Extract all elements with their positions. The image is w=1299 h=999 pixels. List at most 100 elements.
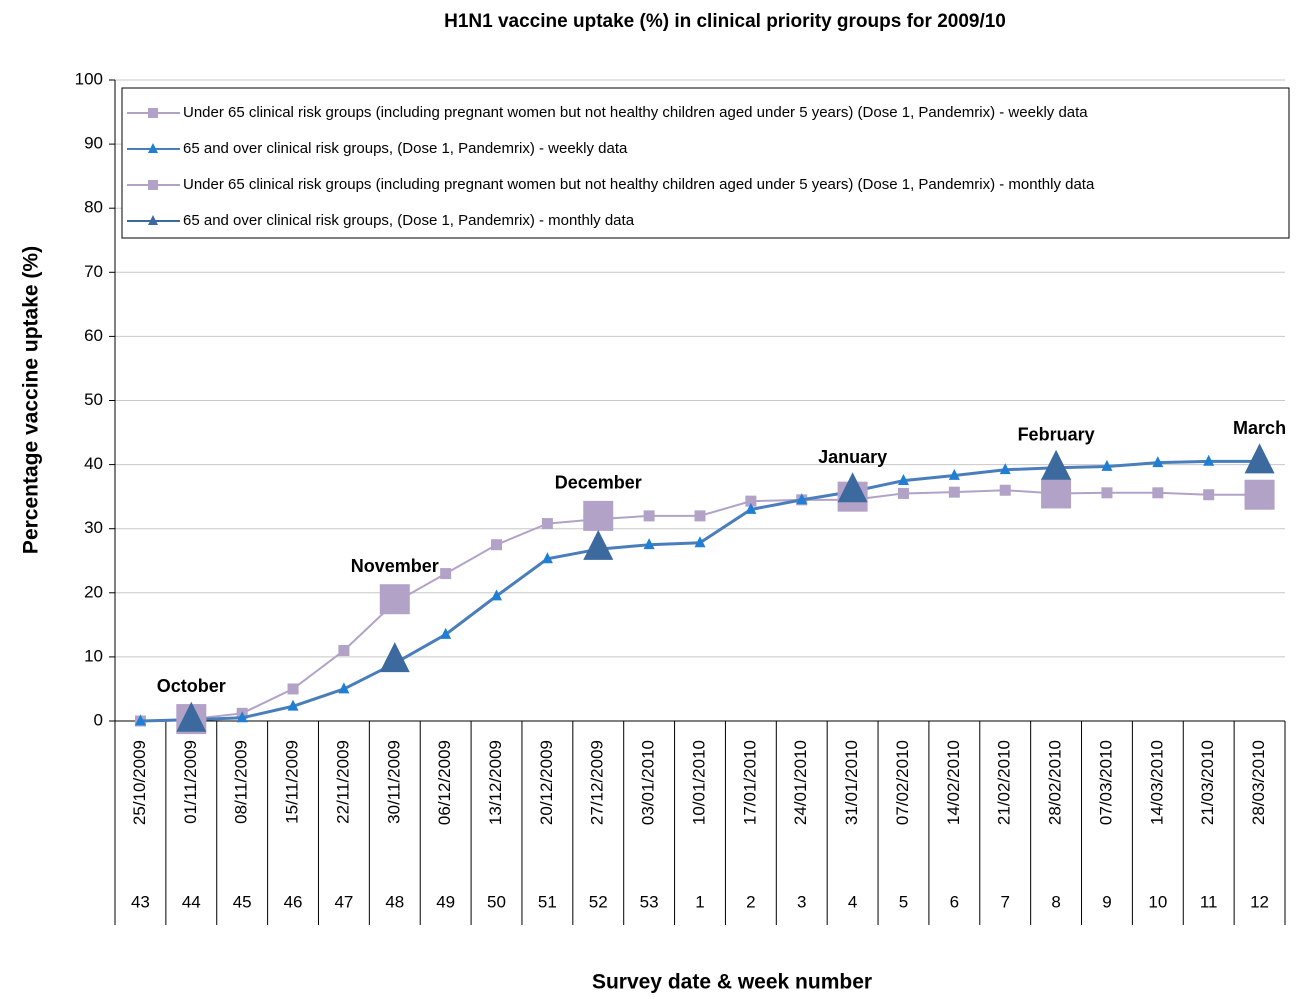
legend-label: 65 and over clinical risk groups, (Dose … (183, 140, 628, 157)
marker (440, 627, 452, 639)
marker (1152, 456, 1164, 468)
marker (1244, 443, 1275, 474)
marker (1203, 454, 1215, 466)
marker (1203, 489, 1215, 501)
x-tick-label: 06/12/2009 (435, 740, 454, 825)
marker (694, 536, 706, 548)
week-number: 1 (695, 892, 704, 911)
marker (379, 584, 410, 615)
marker (1244, 479, 1275, 510)
week-number: 43 (131, 892, 150, 911)
x-tick-label: 25/10/2009 (130, 740, 149, 825)
x-tick-label: 10/01/2010 (689, 740, 708, 825)
week-number: 51 (538, 892, 557, 911)
week-number: 7 (1000, 892, 1009, 911)
week-number: 50 (487, 892, 506, 911)
week-number: 2 (746, 892, 755, 911)
chart-title: H1N1 vaccine uptake (%) in clinical prio… (444, 11, 1006, 32)
x-tick-label: 07/03/2010 (1096, 740, 1115, 825)
marker (948, 486, 960, 498)
y-tick-label: 70 (84, 262, 103, 281)
week-number: 10 (1148, 892, 1167, 911)
marker (287, 683, 299, 695)
marker (694, 510, 706, 522)
marker (134, 714, 146, 726)
week-number: 5 (899, 892, 908, 911)
x-tick-label: 17/01/2010 (740, 740, 759, 825)
marker (236, 711, 248, 723)
marker (897, 487, 909, 499)
marker (338, 644, 350, 656)
marker (379, 642, 410, 673)
marker (583, 529, 614, 560)
week-number: 4 (848, 892, 857, 911)
x-tick-label: 13/12/2009 (486, 740, 505, 825)
month-label: October (157, 676, 226, 696)
series-line (140, 489, 1260, 722)
x-tick-label: 24/01/2010 (791, 740, 810, 825)
week-number: 11 (1200, 892, 1218, 911)
marker (148, 143, 158, 153)
x-tick-label: 28/02/2010 (1046, 740, 1065, 825)
y-tick-label: 40 (84, 454, 103, 473)
week-number: 46 (284, 892, 303, 911)
marker (541, 552, 553, 564)
marker (745, 495, 757, 507)
week-number: 48 (385, 892, 404, 911)
x-axis-label: Survey date & week number (592, 971, 872, 994)
x-tick-label: 14/02/2010 (944, 740, 963, 825)
week-number: 6 (950, 892, 959, 911)
week-number: 44 (182, 892, 201, 911)
x-tick-label: 21/02/2010 (995, 740, 1014, 825)
x-tick-label: 22/11/2009 (333, 740, 352, 824)
month-label: December (555, 473, 642, 493)
x-tick-label: 20/12/2009 (537, 740, 556, 825)
y-tick-label: 30 (84, 518, 103, 537)
y-tick-label: 100 (75, 69, 103, 88)
marker (287, 699, 299, 711)
week-number: 9 (1102, 892, 1111, 911)
marker (643, 538, 655, 550)
x-tick-label: 30/11/2009 (384, 740, 403, 824)
marker (491, 539, 503, 551)
legend-label: Under 65 clinical risk groups (including… (183, 104, 1088, 121)
marker (583, 500, 614, 531)
x-tick-label: 01/11/2009 (181, 740, 200, 824)
series-line (140, 459, 1260, 723)
y-tick-label: 50 (84, 390, 103, 409)
x-tick-label: 31/01/2010 (842, 740, 861, 825)
marker (837, 472, 868, 503)
legend-label: 65 and over clinical risk groups, (Dose … (183, 212, 635, 229)
legend-label: Under 65 clinical risk groups (including… (183, 176, 1095, 193)
marker (999, 463, 1011, 475)
month-label: February (1018, 425, 1095, 445)
x-tick-label: 27/12/2009 (588, 740, 607, 825)
marker (796, 493, 808, 505)
y-tick-label: 10 (84, 646, 103, 665)
y-tick-label: 80 (84, 198, 103, 217)
legend-box (121, 87, 1290, 239)
marker (1101, 459, 1113, 471)
y-axis-label: Percentage vaccine uptake (%) (20, 246, 43, 554)
week-number: 12 (1250, 892, 1269, 911)
x-tick-label: 08/11/2009 (232, 740, 251, 824)
marker (440, 568, 452, 580)
marker (148, 180, 158, 190)
y-tick-label: 20 (84, 582, 103, 601)
week-number: 8 (1051, 892, 1060, 911)
marker (1101, 487, 1113, 499)
marker (745, 502, 757, 514)
marker (643, 510, 655, 522)
marker (1041, 449, 1072, 480)
y-tick-label: 90 (84, 134, 103, 153)
marker (338, 682, 350, 694)
x-tick-label: 14/03/2010 (1147, 740, 1166, 825)
y-tick-label: 60 (84, 326, 103, 345)
week-number: 3 (797, 892, 806, 911)
week-number: 47 (334, 892, 353, 911)
marker (491, 589, 503, 601)
x-tick-label: 07/02/2010 (893, 740, 912, 825)
marker (897, 474, 909, 486)
y-tick-label: 0 (94, 710, 103, 729)
